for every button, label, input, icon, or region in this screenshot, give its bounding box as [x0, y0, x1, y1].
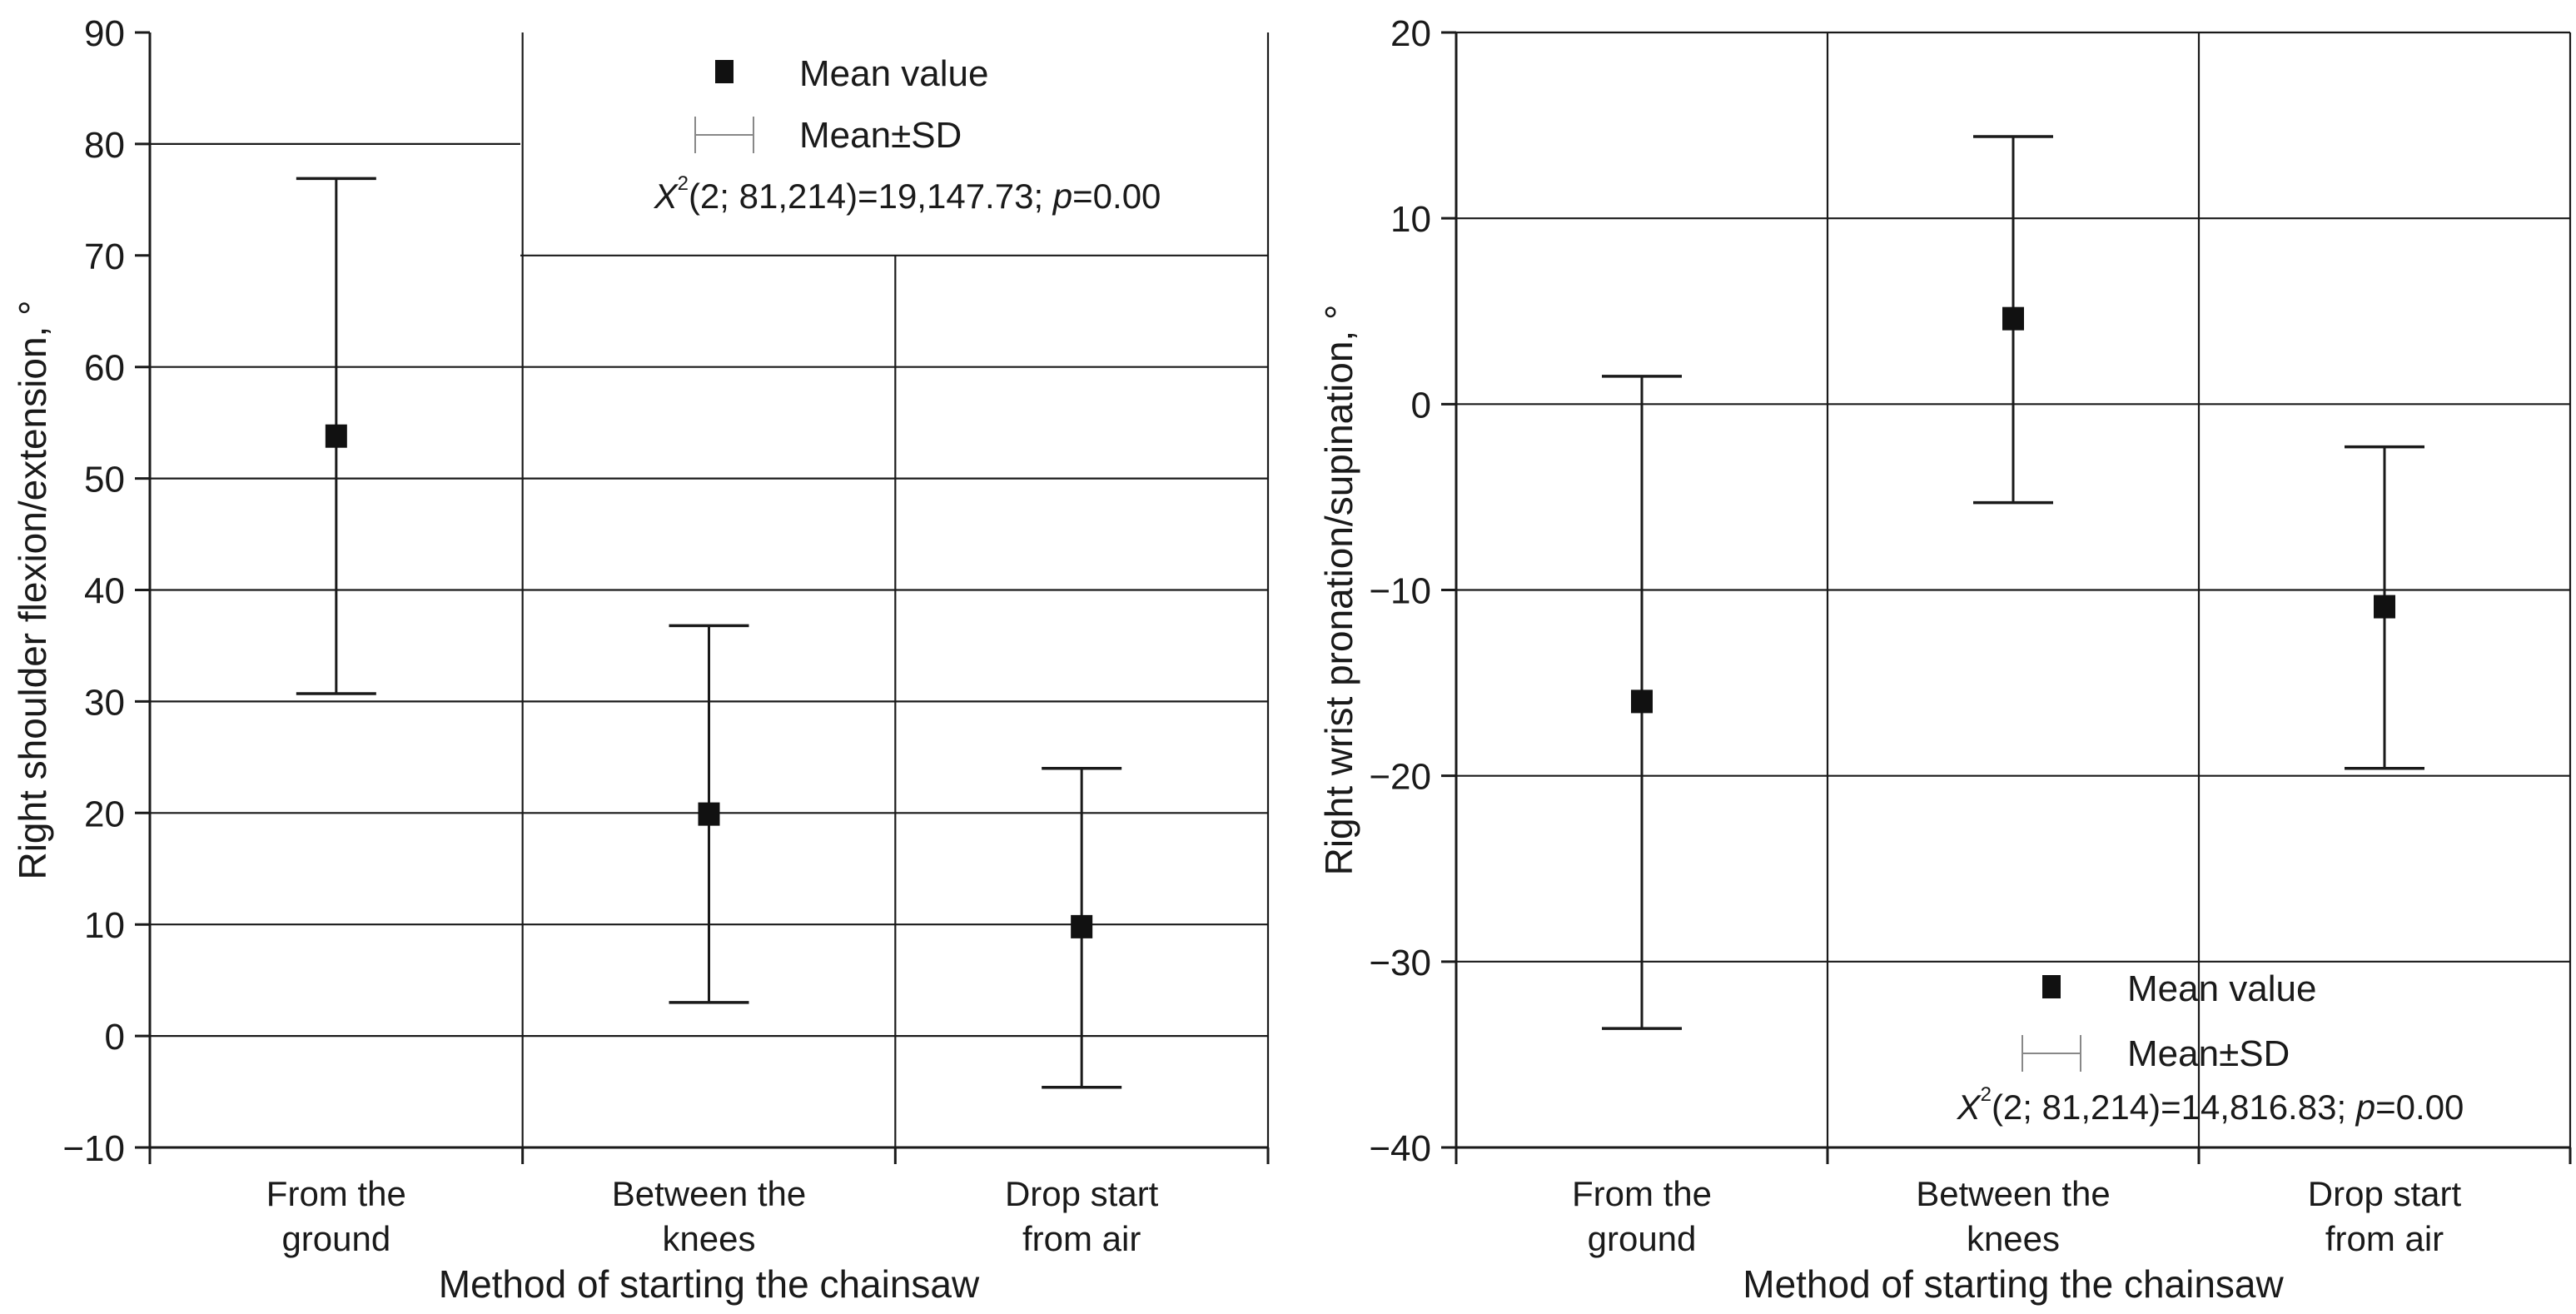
- mean-marker: [325, 424, 347, 448]
- legend-mean-swatch: [715, 60, 734, 83]
- x-tick-label: knees: [662, 1219, 755, 1258]
- legend-statistic: X2(2; 81,214)=14,816.83; p=0.00: [1957, 1083, 2464, 1127]
- y-axis-title: Right shoulder flexion/extension, °: [11, 300, 54, 879]
- y-tick-label: −40: [1369, 1128, 1431, 1169]
- stat-p-symbol: p: [2355, 1088, 2375, 1127]
- stat-p-value: =0.00: [1072, 177, 1161, 216]
- x-tick-label: Drop start: [2308, 1174, 2462, 1213]
- y-tick-label: −10: [1369, 571, 1431, 612]
- stat-body: (2; 81,214)=14,816.83;: [1992, 1088, 2356, 1127]
- y-axis-title: Right wrist pronation/supination, °: [1317, 305, 1360, 876]
- chart-2: 20 10 0 −10 −20 −30 −40 From the ground Between t…: [1317, 13, 2572, 1306]
- x-axis-title: Method of starting the chainsaw: [1743, 1262, 2284, 1306]
- y-tick-label: 20: [1390, 13, 1431, 54]
- legend-mean-label: Mean value: [799, 53, 988, 94]
- chart-1: 90 80 70 60 50 40 30 20 10 0 −10 From the ground Betw…: [11, 13, 1270, 1306]
- x-tick-label: ground: [1588, 1219, 1697, 1258]
- y-tick-label: 20: [84, 794, 125, 834]
- x-tick-label: From the: [1572, 1174, 1712, 1213]
- y-tick-label: 80: [84, 125, 125, 166]
- y-tick-label: −10: [62, 1128, 125, 1169]
- legend-sd-label: Mean±SD: [799, 115, 962, 156]
- legend-mean-swatch: [2042, 975, 2061, 998]
- stat-p-value: =0.00: [2375, 1088, 2464, 1127]
- y-tick-label: 30: [84, 682, 125, 723]
- legend-mean-label: Mean value: [2127, 968, 2316, 1009]
- y-tick-label: 0: [1411, 385, 1431, 426]
- x-axis-title: Method of starting the chainsaw: [439, 1262, 980, 1306]
- mean-marker: [2002, 306, 2024, 331]
- stat-superscript: 2: [1981, 1083, 1992, 1106]
- x-tick-label: knees: [1967, 1219, 2060, 1258]
- x-tick-label: from air: [1022, 1219, 1141, 1258]
- y-tick-label: 70: [84, 236, 125, 277]
- stat-prefix: X: [1957, 1088, 1982, 1127]
- x-tick-label: ground: [281, 1219, 390, 1258]
- y-tick-label: 10: [84, 905, 125, 946]
- y-tick-label: 10: [1390, 199, 1431, 240]
- y-tick-label: 90: [84, 13, 125, 54]
- y-tick-label: 0: [105, 1017, 125, 1058]
- x-tick-label: Between the: [1916, 1174, 2111, 1213]
- mean-marker: [2374, 595, 2395, 619]
- legend-sd-label: Mean±SD: [2127, 1033, 2290, 1074]
- x-tick-label: Drop start: [1005, 1174, 1159, 1213]
- x-tick-label: From the: [266, 1174, 406, 1213]
- y-tick-label: 50: [84, 460, 125, 500]
- stat-p-symbol: p: [1052, 177, 1072, 216]
- y-tick-label: −20: [1369, 757, 1431, 798]
- mean-marker: [1071, 914, 1093, 938]
- stat-body: (2; 81,214)=19,147.73;: [689, 177, 1053, 216]
- legend-statistic: X2(2; 81,214)=19,147.73; p=0.00: [654, 172, 1161, 216]
- y-tick-label: 60: [84, 348, 125, 389]
- x-tick-label: from air: [2325, 1219, 2444, 1258]
- stat-prefix: X: [654, 177, 679, 216]
- x-tick-label: Between the: [612, 1174, 807, 1213]
- y-tick-label: −30: [1369, 943, 1431, 983]
- mean-marker: [698, 802, 720, 826]
- mean-marker: [1631, 689, 1653, 714]
- stat-superscript: 2: [678, 172, 689, 195]
- y-tick-label: 40: [84, 571, 125, 612]
